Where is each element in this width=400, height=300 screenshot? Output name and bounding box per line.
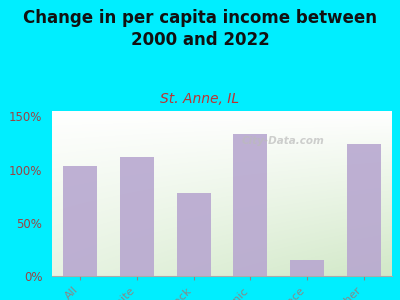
Bar	[63, 167, 97, 276]
Text: City-Data.com: City-Data.com	[242, 136, 324, 146]
Bar	[290, 260, 324, 276]
Bar	[120, 157, 154, 276]
Bar	[347, 144, 381, 276]
Bar	[233, 134, 267, 276]
Text: St. Anne, IL: St. Anne, IL	[160, 92, 240, 106]
Bar	[177, 193, 211, 276]
Text: Change in per capita income between
2000 and 2022: Change in per capita income between 2000…	[23, 9, 377, 49]
